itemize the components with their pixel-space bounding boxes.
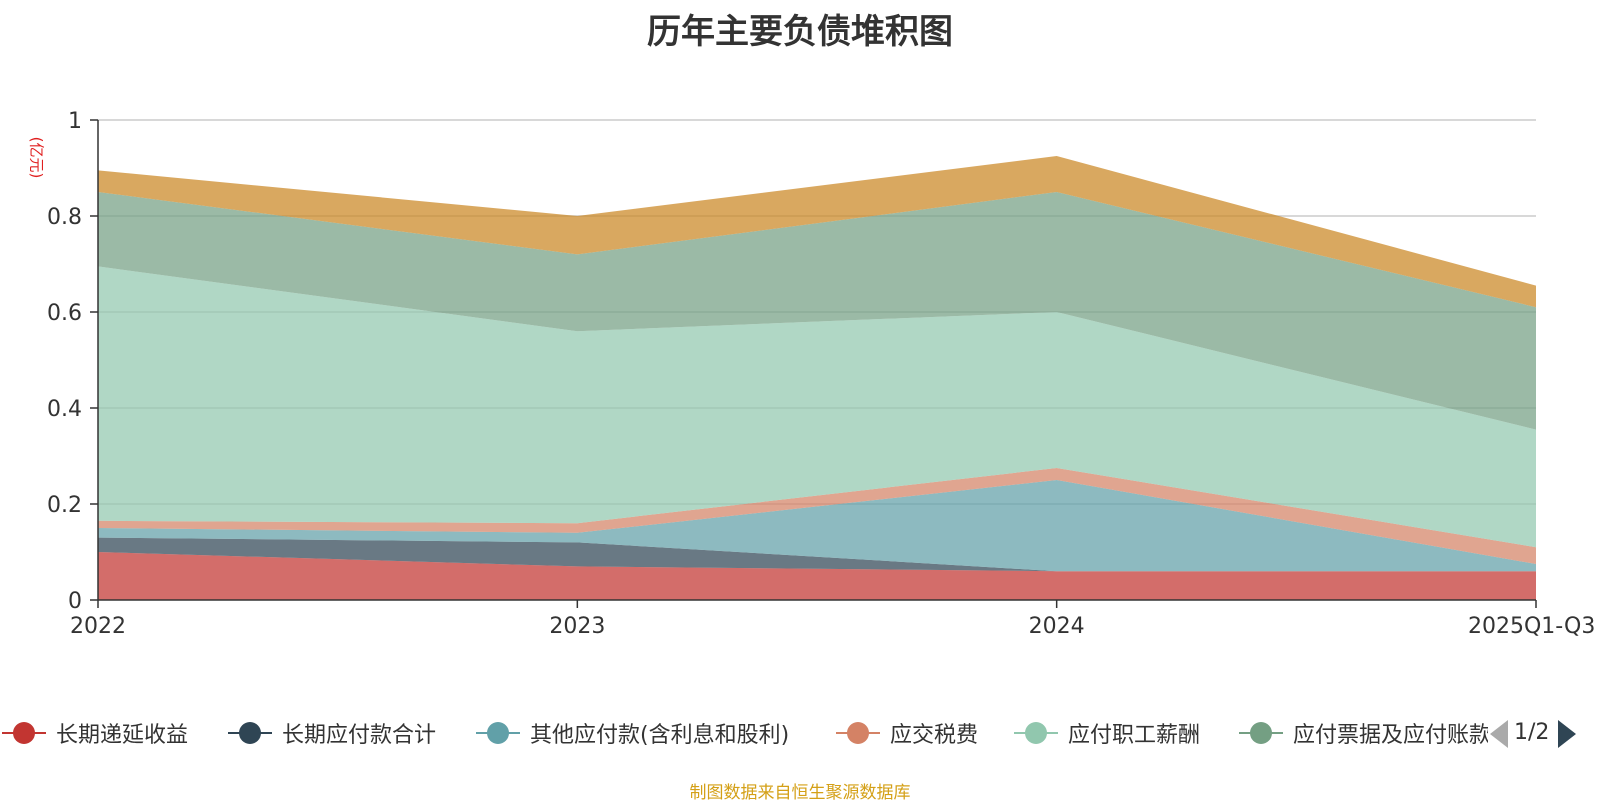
legend-marker-icon bbox=[1012, 716, 1060, 750]
y-tick-label: 0.2 bbox=[47, 493, 82, 518]
legend-label: 应付职工薪酬 bbox=[1068, 723, 1201, 748]
chart-title: 历年主要负债堆积图 bbox=[647, 12, 953, 52]
legend-next-page-icon[interactable] bbox=[1558, 720, 1576, 748]
x-tick-label: 2023 bbox=[549, 614, 605, 639]
legend-label: 其他应付款(含利息和股利) bbox=[530, 723, 790, 748]
legend-item[interactable]: 应付职工薪酬 bbox=[1012, 716, 1200, 750]
area-series-1 bbox=[98, 537, 1536, 572]
legend-prev-page-icon[interactable] bbox=[1490, 720, 1508, 748]
legend-marker-icon bbox=[474, 716, 522, 750]
legend-marker-icon bbox=[834, 716, 882, 750]
y-tick-label: 0 bbox=[68, 589, 82, 614]
legend-label: 长期应付款合计 bbox=[282, 723, 437, 748]
legend: 长期递延收益 长期应付款合计 其他应付款(含利息和股利) 应交税费 应付职工薪酬 应付票据… bbox=[0, 716, 1488, 750]
legend-item[interactable]: 应付票据及应付账款 bbox=[1237, 716, 1488, 750]
legend-label: 应交税费 bbox=[890, 723, 979, 748]
legend-marker-icon bbox=[226, 716, 274, 750]
axes: 0 0.2 0.4 0.6 0.8 1 2022 2023 2024 2025Q1-Q3 bbox=[47, 109, 1595, 639]
legend-dot bbox=[487, 722, 509, 744]
x-tick-label: 2025Q1-Q3 bbox=[1468, 614, 1595, 639]
area-series-4 bbox=[98, 266, 1536, 548]
legend-dot bbox=[13, 722, 35, 744]
legend-dot bbox=[1250, 722, 1272, 744]
legend-dot bbox=[239, 722, 261, 744]
area-series-6 bbox=[98, 156, 1536, 308]
legend-label: 长期递延收益 bbox=[56, 723, 189, 748]
x-tick-label: 2022 bbox=[70, 614, 126, 639]
legend-marker-icon bbox=[1237, 716, 1285, 750]
legend-dot bbox=[847, 722, 869, 744]
chart-plot: 0 0.2 0.4 0.6 0.8 1 2022 2023 2024 2025Q1-Q3 bbox=[47, 109, 1595, 639]
legend-page-indicator: 1/2 bbox=[1514, 720, 1550, 745]
legend-item[interactable]: 其他应付款(含利息和股利) bbox=[474, 716, 789, 750]
area-series-5 bbox=[98, 192, 1536, 430]
legend-item[interactable]: 长期递延收益 bbox=[0, 716, 188, 750]
area-series-2 bbox=[98, 480, 1536, 572]
y-tick-label: 0.8 bbox=[47, 205, 82, 230]
data-source-note: 制图数据来自恒生聚源数据库 bbox=[689, 783, 911, 803]
legend-dot bbox=[1025, 722, 1047, 744]
legend-item[interactable]: 长期应付款合计 bbox=[226, 716, 436, 750]
legend-label: 应付票据及应付账款 bbox=[1293, 723, 1488, 748]
area-series-0 bbox=[98, 552, 1536, 600]
legend-pager: 1/2 bbox=[1490, 716, 1600, 750]
x-tick-label: 2024 bbox=[1029, 614, 1085, 639]
y-tick-label: 1 bbox=[68, 109, 82, 134]
legend-item[interactable]: 应交税费 bbox=[834, 716, 978, 750]
legend-marker-icon bbox=[0, 716, 48, 750]
stacked-areas bbox=[98, 156, 1536, 600]
area-series-3 bbox=[98, 468, 1536, 564]
y-tick-label: 0.6 bbox=[47, 301, 82, 326]
y-tick-label: 0.4 bbox=[47, 397, 82, 422]
